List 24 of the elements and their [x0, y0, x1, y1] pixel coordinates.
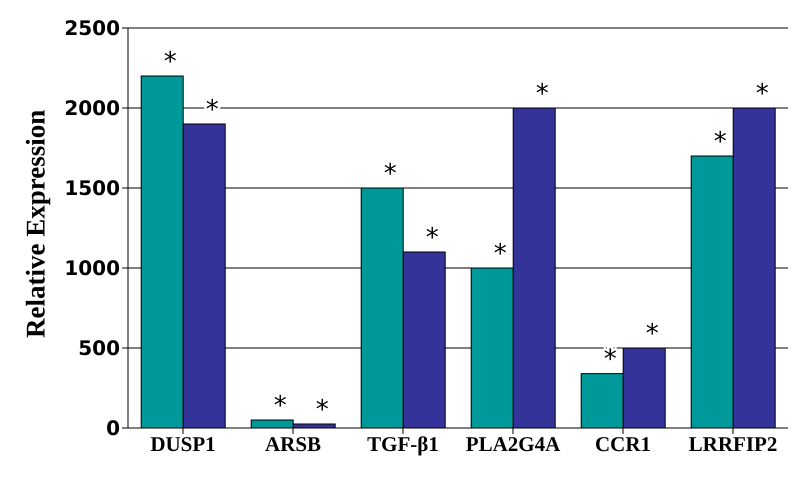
annotation: * — [164, 47, 177, 77]
x-tick-label: LRRFIP2 — [688, 432, 778, 456]
y-tick-label: 2000 — [64, 96, 120, 120]
annotation: * — [646, 319, 659, 349]
x-tick-label: ARSB — [264, 432, 322, 456]
x-tick-label: TGF-β1 — [367, 432, 439, 456]
annotation: * — [384, 159, 397, 189]
annotation: * — [316, 395, 329, 425]
y-tick-label: 500 — [78, 336, 120, 360]
annotation: * — [494, 239, 507, 269]
y-tick-label: 2500 — [64, 16, 120, 40]
y-tick-label: 1000 — [64, 256, 120, 280]
annotation: * — [274, 391, 287, 421]
x-tick-label: PLA2G4A — [466, 432, 562, 456]
annotation: * — [756, 79, 769, 109]
y-tick-label: 0 — [106, 416, 120, 440]
annotation: * — [426, 223, 439, 253]
annotation: * — [536, 79, 549, 109]
x-tick-label: DUSP1 — [150, 432, 216, 456]
y-axis-title: Relative Expression — [20, 110, 51, 338]
annotation: * — [714, 127, 727, 157]
y-tick-label: 1500 — [64, 176, 120, 200]
annotation: * — [604, 344, 617, 375]
x-tick-label: CCR1 — [595, 432, 651, 456]
